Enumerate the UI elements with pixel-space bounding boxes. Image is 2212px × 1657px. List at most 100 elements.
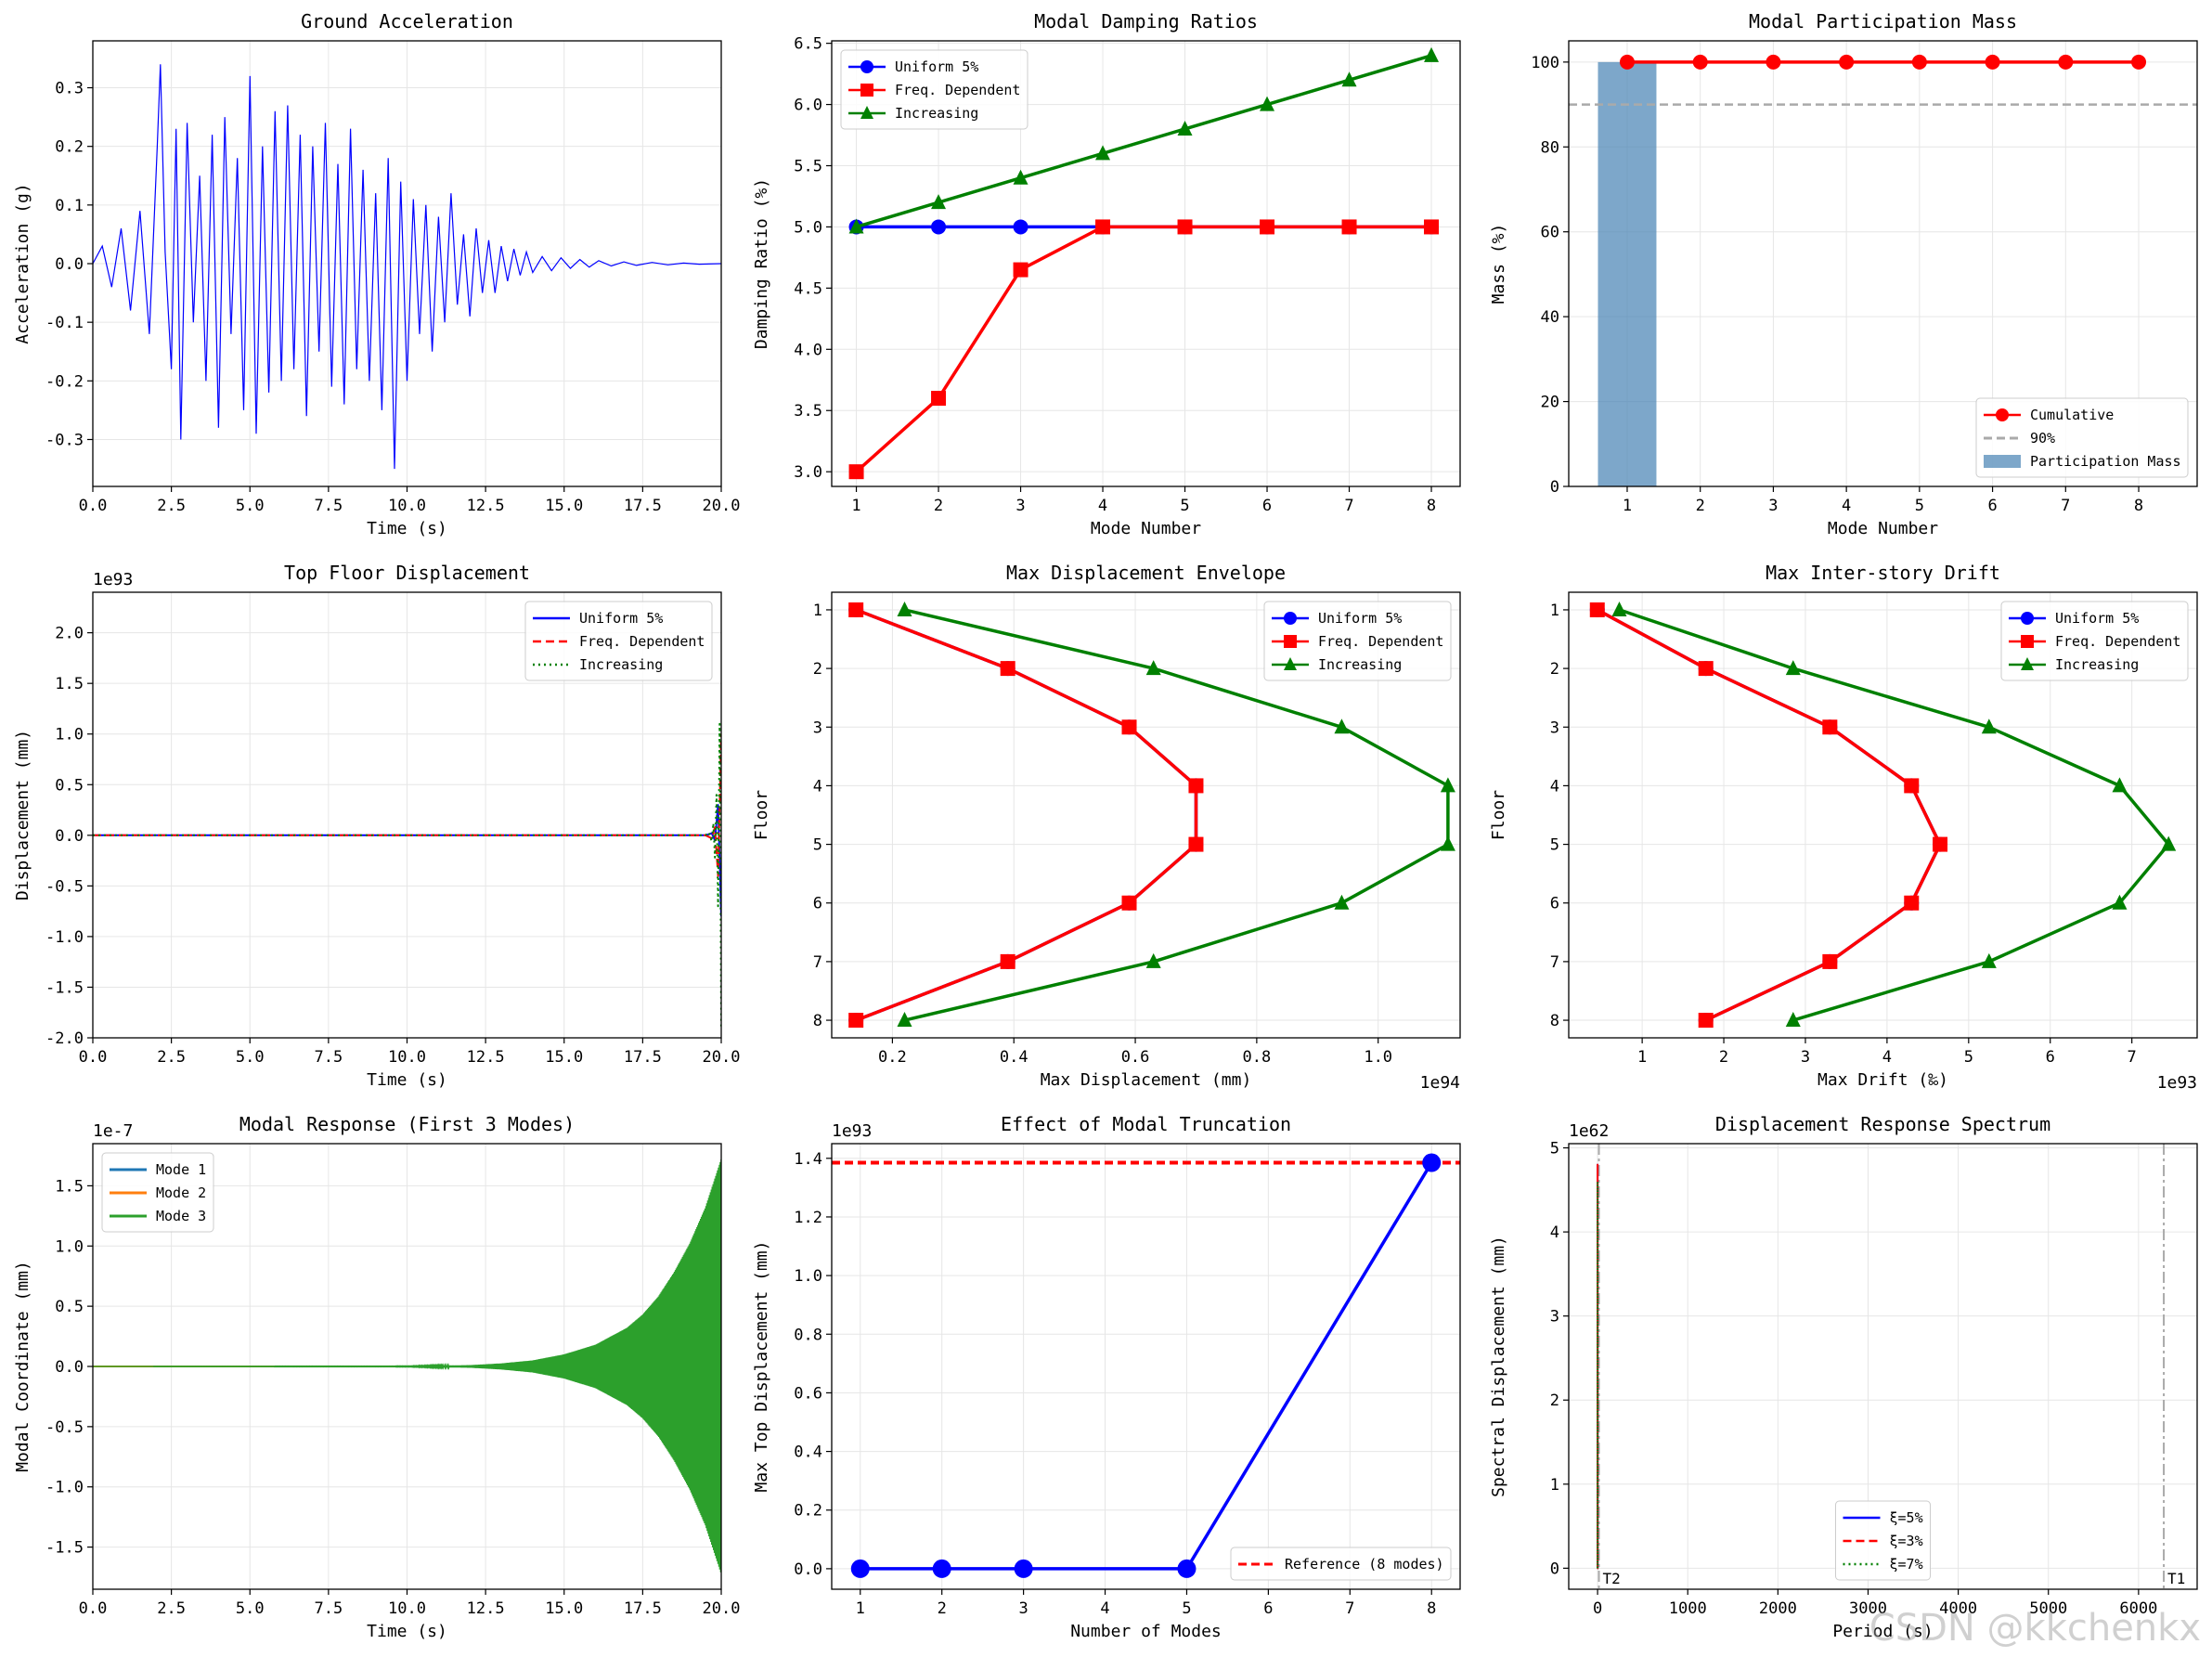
y-tick-label: 8 (813, 1012, 822, 1030)
data-point (1000, 953, 1015, 969)
legend-label: ξ=5% (1890, 1509, 1923, 1526)
legend-label: Freq. Dependent (2055, 633, 2180, 650)
y-axis-label: Damping Ratio (%) (752, 178, 771, 349)
data-point (2112, 777, 2128, 793)
chart-title: Modal Response (First 3 Modes) (239, 1113, 575, 1135)
data-point (848, 602, 864, 617)
x-axis-label: Time (s) (367, 519, 447, 538)
y-tick-label: 5 (813, 836, 822, 855)
legend-item: Increasing (848, 105, 978, 122)
legend-label: Reference (8 modes) (1285, 1556, 1444, 1573)
x-tick-label: 4 (1100, 1599, 1109, 1618)
axes-frame (1568, 40, 2198, 487)
y-tick-label: 2 (813, 660, 822, 679)
x-tick-label: 12.5 (467, 497, 505, 515)
legend: Uniform 5% Freq. Dependent Increasing (2000, 601, 2189, 681)
data-point (1422, 1153, 1442, 1172)
legend-label: Increasing (1318, 656, 1402, 673)
data-point (1177, 219, 1193, 235)
legend-marker (1284, 635, 1297, 648)
x-tick-label: 7 (1345, 1599, 1354, 1618)
x-tick-label: 0.6 (1121, 1048, 1150, 1067)
x-tick-label: 6 (1263, 1599, 1273, 1618)
x-tick-label: 3000 (1849, 1599, 1887, 1618)
legend-item: Cumulative (1984, 407, 2114, 423)
data-point (1341, 219, 1357, 235)
y-tick-label: 0.6 (794, 1384, 822, 1403)
x-tick-label: 0.2 (878, 1048, 907, 1067)
legend-label: Mode 1 (156, 1161, 206, 1178)
x-tick-label: 1 (1637, 1048, 1647, 1067)
y-tick-label: 5 (1550, 1140, 1559, 1159)
y-tick-label: 3 (1550, 1308, 1559, 1327)
legend-label: Uniform 5% (2055, 610, 2139, 627)
y-tick-label: 7 (1550, 953, 1559, 972)
data-point (1334, 718, 1350, 734)
x-tick-label: 17.5 (624, 497, 662, 515)
legend-box (1263, 601, 1452, 681)
y-axis-label: Mass (%) (1489, 224, 1508, 304)
data-point (1000, 661, 1015, 677)
y-tick-label: -0.3 (45, 431, 84, 449)
bar (1598, 61, 1657, 486)
series-line (1596, 608, 1942, 1022)
y-tick-label: 6 (1550, 895, 1559, 913)
legend-marker (2021, 612, 2034, 625)
legend-item: Uniform 5% (848, 58, 978, 75)
legend: Reference (8 modes) (1230, 1547, 1452, 1581)
mode-signal (93, 1159, 721, 1573)
data-point (1013, 169, 1028, 185)
chart-title: Ground Acceleration (301, 10, 513, 32)
legend-item: ξ=3% (1843, 1533, 1923, 1549)
data-point (932, 1559, 951, 1578)
legend-label: Uniform 5% (895, 58, 978, 75)
data-point (1985, 54, 2000, 70)
x-offset-label: 1e93 (2157, 1073, 2197, 1093)
data-point (931, 194, 947, 210)
y-offset-label: 1e-7 (93, 1121, 133, 1141)
data-point (1095, 219, 1111, 235)
axes-frame (92, 591, 722, 1039)
data-point (848, 218, 864, 234)
legend-label: Mode 2 (156, 1184, 206, 1201)
x-axis-label: Max Displacement (mm) (1041, 1070, 1252, 1090)
x-tick-label: 7 (1344, 497, 1353, 515)
data-point (1188, 836, 1204, 852)
x-tick-label: 7.5 (315, 1048, 343, 1067)
plot-area (93, 1159, 721, 1573)
data-point (1692, 54, 1708, 70)
legend-marker (1284, 657, 1297, 670)
data-point (1013, 219, 1028, 235)
x-tick-label: 8 (1427, 497, 1436, 515)
x-tick-label: 0.4 (1000, 1048, 1028, 1067)
plot-area (93, 64, 721, 470)
legend-marker (2021, 635, 2034, 648)
x-tick-label: 5000 (2029, 1599, 2067, 1618)
y-tick-label: 1 (813, 602, 822, 620)
y-tick-label: 2.0 (55, 625, 84, 643)
data-point (1095, 145, 1111, 161)
x-tick-label: 2.5 (157, 497, 186, 515)
y-tick-label: 60 (1541, 224, 1559, 242)
legend-box (1835, 1500, 1931, 1581)
y-tick-label: 0.2 (55, 138, 84, 157)
y-tick-label: 0.2 (794, 1502, 822, 1521)
legend-label: 90% (2030, 430, 2055, 447)
legend: Mode 1 Mode 2 Mode 3 (101, 1152, 214, 1233)
y-tick-label: -0.5 (45, 1418, 84, 1437)
data-point (1260, 96, 1275, 111)
x-tick-label: 7.5 (315, 497, 343, 515)
legend-label: Freq. Dependent (1318, 633, 1443, 650)
y-tick-label: 1.5 (55, 675, 84, 693)
y-tick-label: 1.2 (794, 1209, 822, 1227)
legend-item: ξ=5% (1843, 1509, 1923, 1526)
x-tick-label: 0.8 (1243, 1048, 1272, 1067)
legend-item: Reference (8 modes) (1238, 1556, 1444, 1573)
series-line (855, 225, 1431, 473)
legend-item: Freq. Dependent (1272, 633, 1443, 650)
series-freq-dependent (848, 219, 1440, 480)
x-tick-label: 4000 (1939, 1599, 1977, 1618)
y-tick-label: 80 (1541, 138, 1559, 157)
chart-panel-1: 0.0 2.5 5.0 7.5 10.0 12.5 15.0 17.5 20.0 -0.3 -0.2… (13, 10, 740, 538)
legend: Cumulative 90% Participation Mass (1975, 397, 2189, 478)
